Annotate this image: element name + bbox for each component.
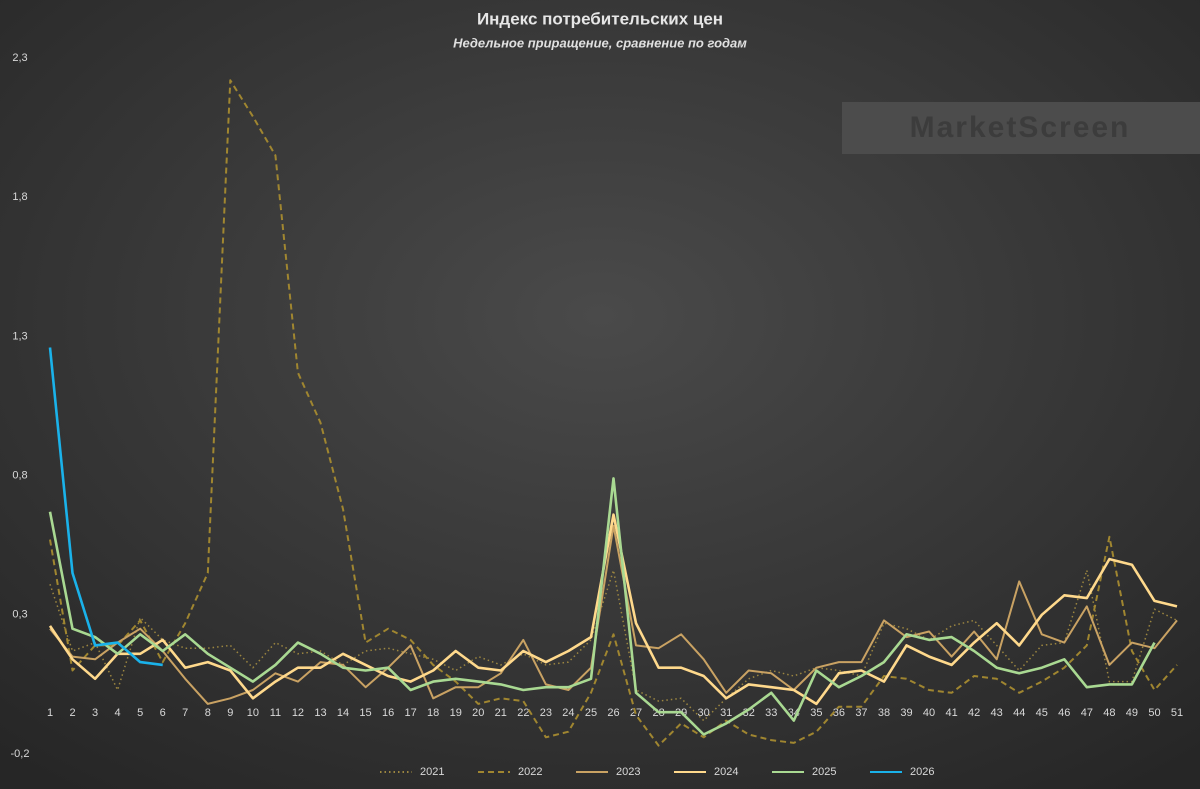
line-series <box>49 569 1178 722</box>
legend-label: 2023 <box>616 766 640 778</box>
x-tick-label: 23 <box>540 707 552 719</box>
x-tick-label: 14 <box>337 707 349 719</box>
x-tick-label: 30 <box>698 707 710 719</box>
x-tick-label: 12 <box>292 707 304 719</box>
x-tick-label: 31 <box>720 707 732 719</box>
x-tick-label: 22 <box>517 707 529 719</box>
legend-label: 2024 <box>714 766 738 778</box>
x-tick-label: 20 <box>472 707 484 719</box>
x-tick-label: 42 <box>968 707 980 719</box>
x-tick-label: 3 <box>92 707 98 719</box>
x-tick-label: 17 <box>405 707 417 719</box>
x-tick-label: 19 <box>450 707 462 719</box>
chart-title: Индекс потребительских цен <box>477 9 723 28</box>
x-tick-label: 6 <box>160 707 166 719</box>
x-tick-label: 16 <box>382 707 394 719</box>
x-tick-label: 4 <box>115 707 121 719</box>
legend-label: 2021 <box>420 766 444 778</box>
x-tick-label: 15 <box>359 707 371 719</box>
legend-label: 2022 <box>518 766 542 778</box>
legend-label: 2025 <box>812 766 836 778</box>
line-series <box>49 524 1178 705</box>
x-tick-label: 41 <box>945 707 957 719</box>
x-tick-label: 10 <box>247 707 259 719</box>
x-tick-label: 18 <box>427 707 439 719</box>
x-tick-label: 2 <box>69 707 75 719</box>
x-tick-label: 40 <box>923 707 935 719</box>
x-tick-label: 9 <box>227 707 233 719</box>
x-tick-label: 45 <box>1036 707 1048 719</box>
legend-label: 2026 <box>910 766 934 778</box>
line-series <box>49 79 1178 747</box>
x-tick-label: 1 <box>47 707 53 719</box>
x-tick-label: 24 <box>562 707 574 719</box>
watermark: MarketScreen <box>910 111 1131 144</box>
x-tick-label: 11 <box>270 707 281 719</box>
x-tick-label: 35 <box>810 707 822 719</box>
x-tick-label: 8 <box>205 707 211 719</box>
x-tick-label: 36 <box>833 707 845 719</box>
x-tick-label: 43 <box>991 707 1003 719</box>
y-tick-label: 2,3 <box>12 52 27 64</box>
x-tick-label: 50 <box>1148 707 1160 719</box>
x-tick-label: 46 <box>1058 707 1070 719</box>
y-tick-label: 0,3 <box>12 609 27 621</box>
x-tick-label: 47 <box>1081 707 1093 719</box>
y-tick-label: 1,8 <box>12 191 27 203</box>
x-tick-label: 38 <box>878 707 890 719</box>
x-tick-label: 33 <box>765 707 777 719</box>
x-tick-label: 25 <box>585 707 597 719</box>
x-tick-label: 49 <box>1126 707 1138 719</box>
line-series <box>48 513 1178 706</box>
y-tick-label: 1,3 <box>12 330 27 342</box>
y-tick-label: 0,8 <box>12 470 27 482</box>
x-tick-label: 21 <box>495 707 507 719</box>
x-tick-label: 37 <box>855 707 867 719</box>
x-tick-label: 44 <box>1013 707 1025 719</box>
x-tick-label: 5 <box>137 707 143 719</box>
y-tick-label: -0,2 <box>11 748 30 760</box>
x-tick-label: 48 <box>1103 707 1115 719</box>
chart-subtitle: Недельное приращение, сравнение по годам <box>453 35 747 50</box>
x-tick-label: 7 <box>182 707 188 719</box>
x-tick-label: 39 <box>900 707 912 719</box>
line-series <box>48 347 163 667</box>
line-series <box>48 477 1156 736</box>
x-tick-label: 13 <box>314 707 326 719</box>
x-tick-label: 26 <box>607 707 619 719</box>
watermark-box <box>842 102 1200 154</box>
x-tick-label: 51 <box>1171 707 1183 719</box>
